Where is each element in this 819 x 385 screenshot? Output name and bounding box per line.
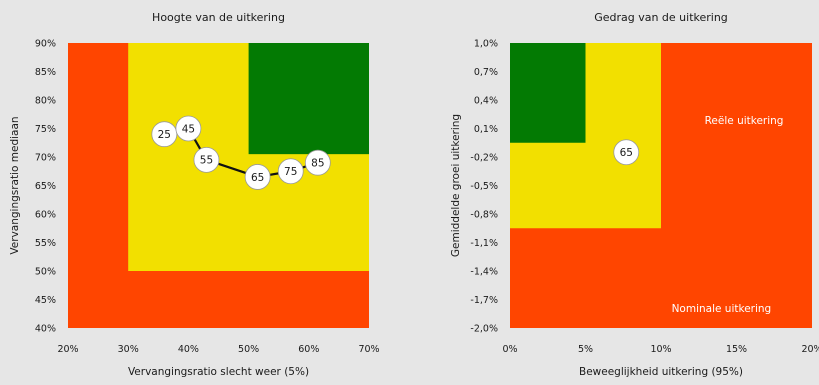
data-point-label: 55 xyxy=(200,155,213,167)
x-tick-label: 40% xyxy=(178,344,199,355)
y-tick-label: 0,4% xyxy=(474,96,498,107)
y-tick-label: -1,4% xyxy=(470,267,498,278)
y-axis-label: Gemiddelde groei uitkering xyxy=(450,114,462,257)
x-tick-label: 20% xyxy=(57,344,78,355)
data-point-marker xyxy=(244,164,271,190)
data-point-label: 65 xyxy=(620,147,633,159)
y-tick-label: -0,5% xyxy=(470,181,498,192)
data-point-marker xyxy=(277,158,304,185)
data-point-marker xyxy=(151,121,178,148)
y-tick-label: 65% xyxy=(35,181,56,192)
y-tick-label: -0,2% xyxy=(470,153,498,164)
x-tick-label: 30% xyxy=(118,344,139,355)
y-tick-label: 90% xyxy=(35,39,56,50)
y-tick-label: 75% xyxy=(35,124,56,135)
x-tick-label: 70% xyxy=(358,344,379,355)
x-tick-label: 20% xyxy=(801,344,819,355)
y-tick-label: 45% xyxy=(35,295,56,306)
y-tick-label: 60% xyxy=(35,210,56,221)
y-tick-label: 0,7% xyxy=(474,67,498,78)
y-tick-label: 1,0% xyxy=(474,39,498,50)
zone-annotation: Reële uitkering xyxy=(705,115,784,127)
chart-panel-2: Gedrag van de uitkering -2,0% -1,7% -1,4% -1… xyxy=(450,11,819,378)
chart-panel-1: Hoogte van de uitkering 40% 45% 50% 55% 60% 65… xyxy=(9,11,380,378)
data-point-label: 85 xyxy=(311,158,324,170)
data-point: 85 xyxy=(304,149,331,176)
data-point: 65 xyxy=(244,164,271,190)
y-tick-label: 50% xyxy=(35,267,56,278)
data-point-marker xyxy=(175,115,202,142)
x-tick-label: 50% xyxy=(238,344,259,355)
x-tick-label: 0% xyxy=(502,344,517,355)
y-tick-label: 80% xyxy=(35,96,56,107)
y-tick-label: -0,8% xyxy=(470,210,498,221)
y-tick-label: 55% xyxy=(35,238,56,249)
data-point-marker xyxy=(613,139,640,166)
data-point-label: 75 xyxy=(284,166,297,178)
data-point: 25 xyxy=(151,121,178,148)
x-axis-label: Vervangingsratio slecht weer (5%) xyxy=(128,366,309,378)
data-point: 65 xyxy=(613,139,640,166)
data-point: 45 xyxy=(175,115,202,142)
zone-green xyxy=(510,43,586,143)
y-axis-label: Vervangingsratio mediaan xyxy=(9,116,21,254)
data-point-marker xyxy=(193,146,220,173)
x-tick-label: 60% xyxy=(298,344,319,355)
y-tick-label: 85% xyxy=(35,67,56,78)
data-point-marker xyxy=(304,149,331,176)
data-point-label: 45 xyxy=(182,123,195,135)
x-tick-label: 5% xyxy=(578,344,593,355)
data-point-label: 25 xyxy=(158,129,171,141)
x-axis-label: Beweeglijkheid uitkering (95%) xyxy=(579,366,743,378)
y-tick-label: 70% xyxy=(35,153,56,164)
x-tick-label: 10% xyxy=(650,344,671,355)
zone-green xyxy=(248,43,369,155)
chart-title: Hoogte van de uitkering xyxy=(152,11,285,24)
y-tick-label: -2,0% xyxy=(470,324,498,335)
zone-annotation: Nominale uitkering xyxy=(672,303,772,315)
y-tick-label: 40% xyxy=(35,324,56,335)
data-point-label: 65 xyxy=(251,172,264,184)
chart-title: Gedrag van de uitkering xyxy=(594,11,728,24)
data-point: 75 xyxy=(277,158,304,185)
data-point: 55 xyxy=(193,146,220,173)
y-tick-label: -1,1% xyxy=(470,238,498,249)
x-tick-label: 15% xyxy=(726,344,747,355)
y-tick-label: 0,1% xyxy=(474,124,498,135)
y-tick-label: -1,7% xyxy=(470,295,498,306)
